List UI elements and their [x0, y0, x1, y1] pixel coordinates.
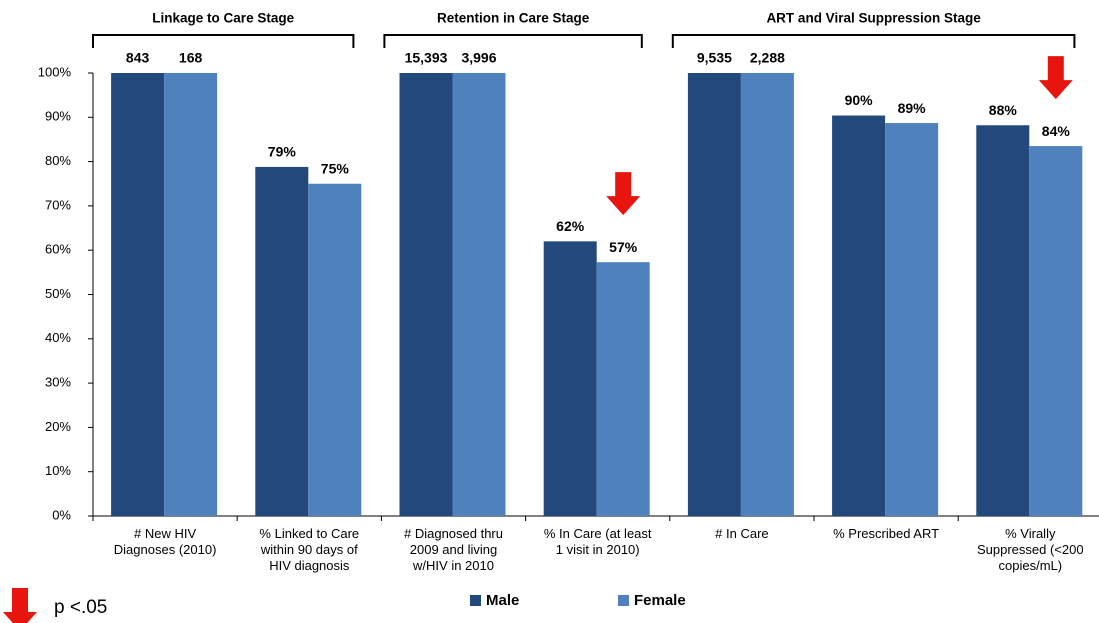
bar [1029, 146, 1083, 516]
legend-label: Female [634, 592, 686, 609]
legend-swatch [470, 595, 481, 606]
bar [399, 73, 453, 516]
legend-label: Male [486, 592, 519, 609]
group-label: Linkage to Care Stage [152, 11, 294, 26]
count-label: 15,393 [405, 50, 448, 66]
significance-arrow [606, 172, 641, 216]
value-label: 57% [609, 239, 638, 255]
group-bracket [383, 34, 643, 48]
group-bracket [671, 34, 1076, 48]
value-label: 88% [989, 102, 1018, 118]
group-label: Retention in Care Stage [437, 11, 590, 26]
count-label: 168 [179, 50, 203, 66]
x-tick-label-line: # In Care [715, 526, 768, 541]
x-tick-label-line: Diagnoses (2010) [114, 542, 217, 557]
x-tick-label-line: Suppressed (<200 [977, 542, 1084, 557]
x-tick-label-line: # New HIV [134, 526, 196, 541]
y-tick-label: 50% [45, 286, 71, 301]
bar [255, 166, 309, 516]
bar [596, 262, 650, 516]
group-label: ART and Viral Suppression Stage [766, 11, 981, 26]
y-tick-label: 30% [45, 375, 71, 390]
x-tick-label-line: % In Care (at least [544, 526, 652, 541]
x-tick-label: # In Care [715, 526, 768, 541]
bar [832, 115, 886, 516]
y-tick-label: 20% [45, 419, 71, 434]
bar [452, 73, 506, 516]
x-tick-label: % Linked to Care within 90 days of HIV dia… [259, 526, 359, 573]
x-tick-label-line: HIV diagnosis [269, 558, 350, 573]
value-label: 89% [898, 100, 927, 116]
bar [885, 123, 939, 517]
x-tick-label: % Prescribed ART [833, 526, 939, 541]
count-label: 843 [126, 50, 150, 66]
x-tick-label-line: % Linked to Care [259, 526, 359, 541]
group-bracket [92, 34, 355, 48]
bar [543, 241, 597, 516]
bar [687, 73, 741, 516]
significance-label: p <.05 [54, 597, 107, 618]
y-tick-label: 70% [45, 197, 71, 212]
value-label: 90% [845, 92, 874, 108]
count-label: 2,288 [750, 50, 785, 66]
x-tick-label-line: # Diagnosed thru [404, 526, 503, 541]
x-tick-label-line: 1 visit in 2010) [556, 542, 640, 557]
significance-legend-arrow [3, 588, 37, 623]
y-tick-label: 100% [38, 64, 72, 79]
y-tick-label: 80% [45, 153, 71, 168]
y-tick-label: 10% [45, 463, 71, 478]
y-tick-label: 60% [45, 242, 71, 257]
x-tick-label-line: within 90 days of [260, 542, 358, 557]
bar [308, 183, 362, 516]
bar [740, 73, 794, 516]
count-label: 9,535 [697, 50, 732, 66]
x-tick-label-line: w/HIV in 2010 [412, 558, 494, 573]
y-tick-label: 40% [45, 330, 71, 345]
x-tick-label: % In Care (at least 1 visit in 2010) [544, 526, 652, 557]
y-tick-label: 0% [52, 507, 71, 522]
bar [164, 73, 218, 516]
value-label: 84% [1042, 123, 1071, 139]
x-tick-label-line: % Virally [1005, 526, 1056, 541]
value-label: 62% [556, 218, 585, 234]
legend-swatch [618, 595, 629, 606]
x-tick-label: # Diagnosed thru 2009 and living w/HIV in … [404, 526, 503, 573]
bar [976, 125, 1030, 517]
y-tick-label: 90% [45, 109, 71, 124]
count-label: 3,996 [461, 50, 496, 66]
bar [111, 73, 165, 516]
x-tick-label: % Virally Suppressed (<200 copies/mL) [977, 526, 1084, 573]
x-tick-label-line: copies/mL) [999, 558, 1063, 573]
value-label: 79% [268, 144, 297, 160]
x-tick-label: # New HIV Diagnoses (2010) [114, 526, 217, 557]
x-tick-label-line: % Prescribed ART [833, 526, 939, 541]
value-label: 75% [321, 160, 350, 176]
significance-arrow [1038, 56, 1073, 100]
x-tick-label-line: 2009 and living [410, 542, 497, 557]
